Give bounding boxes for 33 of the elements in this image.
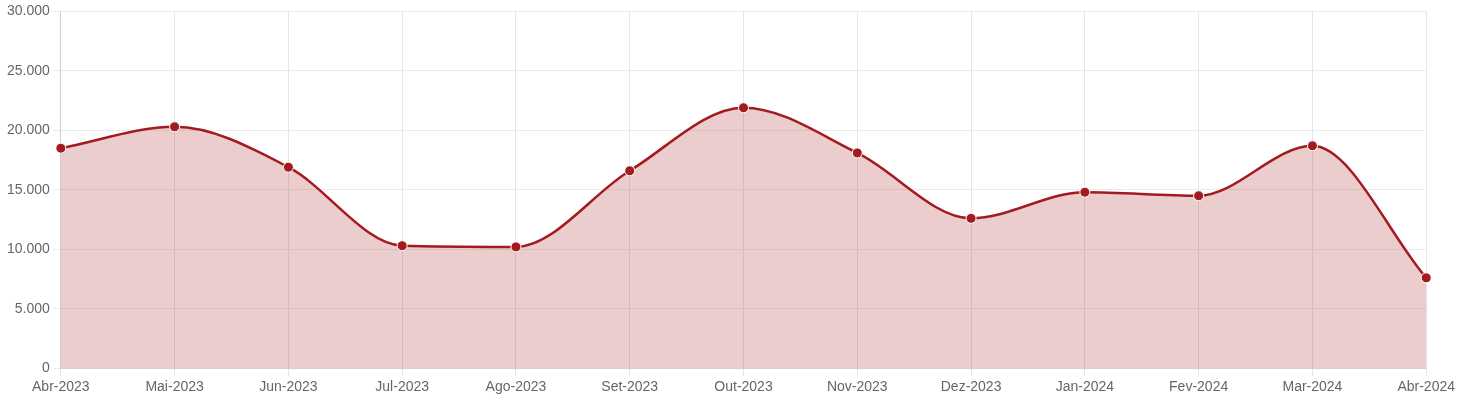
- x-tick-label: Out-2023: [714, 378, 773, 395]
- y-tick-label: 20.000: [6, 121, 51, 138]
- y-tick-label: 25.000: [6, 61, 51, 78]
- x-tick-label: Ago-2023: [485, 378, 547, 395]
- x-tick-label: Jul-2023: [375, 378, 430, 395]
- point: [396, 240, 408, 252]
- point: [169, 121, 181, 133]
- point: [738, 102, 750, 114]
- x-tick-label: Mai-2023: [145, 378, 204, 395]
- point: [624, 165, 636, 177]
- y-tick-label: 0: [42, 359, 51, 376]
- point: [1420, 272, 1432, 284]
- point: [851, 147, 863, 159]
- x-tick-label: Fev-2024: [1169, 378, 1229, 395]
- x-tick-label: Nov-2023: [826, 378, 888, 395]
- point: [965, 212, 977, 224]
- x-tick-label: Abr-2024: [1397, 378, 1456, 395]
- point: [510, 241, 522, 253]
- x-tick-label: Mar-2024: [1282, 378, 1343, 395]
- point: [1193, 190, 1205, 202]
- x-tick-label: Set-2023: [601, 378, 659, 395]
- y-tick-label: 15.000: [6, 180, 51, 197]
- point: [1079, 186, 1091, 198]
- x-tick-label: Jan-2024: [1055, 378, 1115, 395]
- y-tick-label: 5.000: [14, 299, 51, 316]
- x-tick-label: Dez-2023: [940, 378, 1002, 395]
- x-tick-label: Jun-2023: [259, 378, 318, 395]
- x-tick-label: Abr-2023: [32, 378, 90, 395]
- point: [55, 142, 67, 154]
- y-tick-label: 30.000: [6, 2, 51, 19]
- point: [1306, 140, 1318, 152]
- y-tick-label: 10.000: [6, 240, 51, 257]
- point: [282, 161, 294, 173]
